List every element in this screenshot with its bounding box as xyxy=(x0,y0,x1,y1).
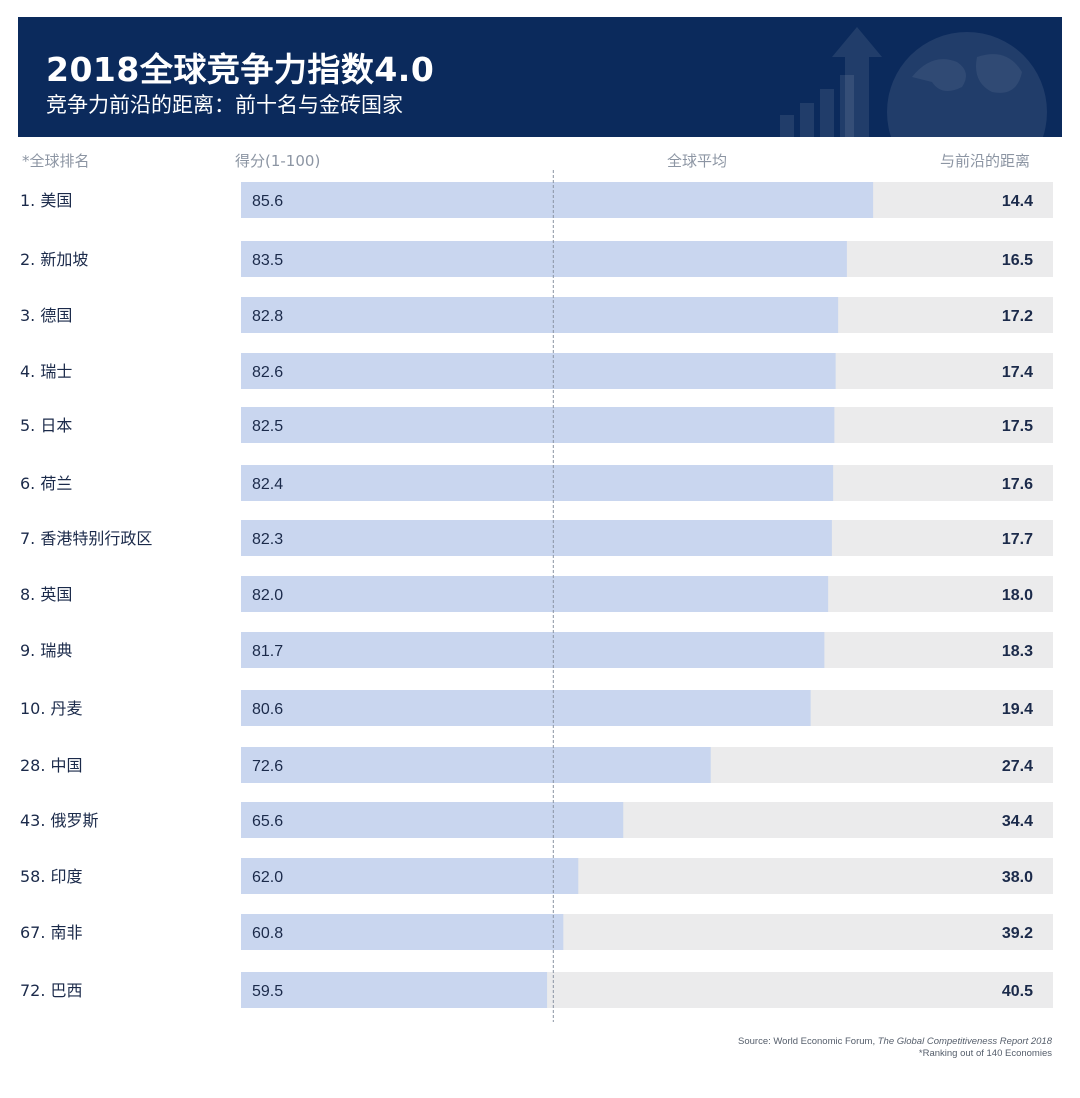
score-bar xyxy=(241,858,579,894)
gap-value-label: 40.5 xyxy=(1002,983,1033,1000)
country-rank-label: 1. 美国 xyxy=(20,191,72,210)
gap-value-label: 18.0 xyxy=(1002,587,1033,604)
score-value-label: 80.6 xyxy=(252,701,283,718)
gap-value-label: 18.3 xyxy=(1002,643,1033,660)
score-value-label: 82.3 xyxy=(252,531,283,548)
source-report: The Global Competitiveness Report 2018 xyxy=(877,1036,1052,1047)
score-bar xyxy=(241,972,548,1008)
score-value-label: 82.0 xyxy=(252,587,283,604)
score-bar xyxy=(241,353,836,389)
country-rank-label: 10. 丹麦 xyxy=(20,699,83,718)
gap-value-label: 19.4 xyxy=(1002,701,1033,718)
country-rank-label: 8. 英国 xyxy=(20,585,72,604)
score-bar xyxy=(241,747,711,783)
score-value-label: 59.5 xyxy=(252,983,283,1000)
score-value-label: 81.7 xyxy=(252,643,283,660)
score-bar xyxy=(241,407,835,443)
country-rank-label: 5. 日本 xyxy=(20,416,72,435)
country-rank-label: 3. 德国 xyxy=(20,306,72,325)
source-prefix: Source: World Economic Forum, xyxy=(738,1036,878,1047)
score-bar xyxy=(241,576,829,612)
chart-title: 2018全球竞争力指数4.0 xyxy=(46,50,435,89)
score-bar xyxy=(241,465,834,501)
country-rank-label: 58. 印度 xyxy=(20,867,83,886)
source-note: Source: World Economic Forum, The Global… xyxy=(738,1036,1052,1060)
gap-value-label: 17.6 xyxy=(1002,476,1033,493)
score-value-label: 83.5 xyxy=(252,252,283,269)
ranking-note: *Ranking out of 140 Economies xyxy=(918,1048,1052,1059)
gap-value-label: 39.2 xyxy=(1002,925,1033,942)
score-bar xyxy=(241,520,832,556)
score-value-label: 82.4 xyxy=(252,476,283,493)
score-bar xyxy=(241,632,825,668)
score-bar xyxy=(241,914,564,950)
gap-value-label: 27.4 xyxy=(1002,758,1033,775)
country-rank-label: 2. 新加坡 xyxy=(20,250,88,269)
rank-column-header: *全球排名 xyxy=(22,152,90,170)
gap-column-header: 与前沿的距离 xyxy=(940,152,1031,170)
score-value-label: 82.6 xyxy=(252,364,283,381)
gap-value-label: 38.0 xyxy=(1002,869,1033,886)
score-bar xyxy=(241,802,624,838)
gap-value-label: 34.4 xyxy=(1002,813,1033,830)
score-value-label: 60.8 xyxy=(252,925,283,942)
score-value-label: 72.6 xyxy=(252,758,283,775)
country-rank-label: 72. 巴西 xyxy=(20,981,83,1000)
chart-subtitle: 竞争力前沿的距离：前十名与金砖国家 xyxy=(46,93,403,117)
gap-value-label: 17.7 xyxy=(1002,531,1033,548)
score-value-label: 65.6 xyxy=(252,813,283,830)
gap-value-label: 14.4 xyxy=(1002,193,1033,210)
header-banner: 2018全球竞争力指数4.0 竞争力前沿的距离：前十名与金砖国家 xyxy=(18,17,1062,137)
globe-growth-icon xyxy=(780,27,1047,137)
country-rank-label: 43. 俄罗斯 xyxy=(20,811,99,830)
country-rank-label: 67. 南非 xyxy=(20,923,83,942)
score-value-label: 85.6 xyxy=(252,193,283,210)
gap-value-label: 17.5 xyxy=(1002,418,1033,435)
score-value-label: 82.8 xyxy=(252,308,283,325)
score-value-label: 82.5 xyxy=(252,418,283,435)
gap-value-label: 17.4 xyxy=(1002,364,1033,381)
country-rank-label: 6. 荷兰 xyxy=(20,474,72,493)
country-rank-label: 7. 香港特别行政区 xyxy=(20,529,152,548)
score-column-header: 得分(1-100) xyxy=(235,152,321,170)
country-rank-label: 28. 中国 xyxy=(20,756,83,775)
global-average-label: 全球平均 xyxy=(667,152,728,170)
gap-value-label: 17.2 xyxy=(1002,308,1033,325)
score-bar xyxy=(241,690,811,726)
score-bar xyxy=(241,297,839,333)
country-rank-label: 9. 瑞典 xyxy=(20,641,72,660)
score-value-label: 62.0 xyxy=(252,869,283,886)
score-bar xyxy=(241,241,847,277)
country-rank-label: 4. 瑞士 xyxy=(20,362,72,381)
score-bar xyxy=(241,182,874,218)
gap-value-label: 16.5 xyxy=(1002,252,1033,269)
